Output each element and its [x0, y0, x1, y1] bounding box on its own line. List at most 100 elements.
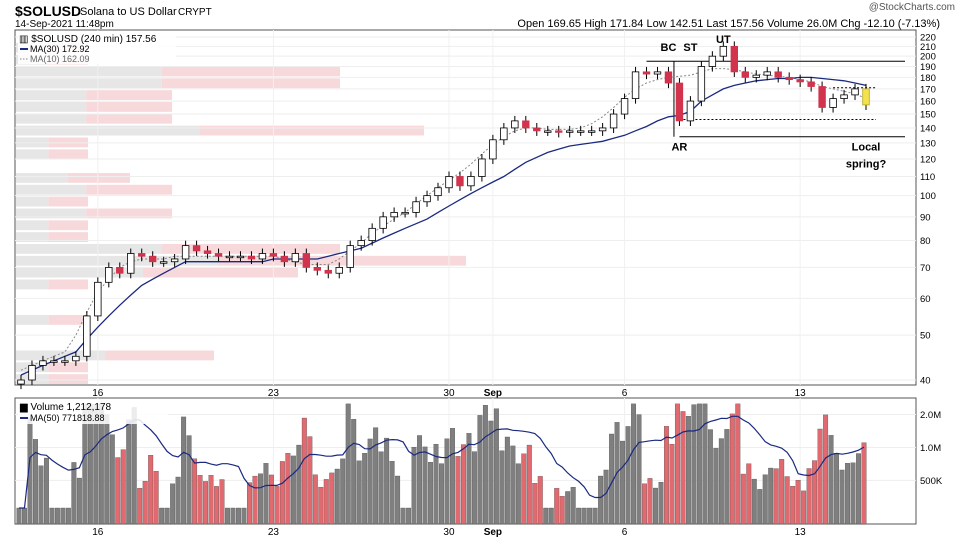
datetime: 14-Sep-2021 11:48pm: [15, 19, 114, 30]
volume-bar: [779, 459, 785, 525]
price-tick-label: 220: [920, 33, 936, 44]
vbp-bar: [16, 315, 49, 325]
candle-body: [236, 255, 245, 259]
volume-bar: [142, 480, 148, 525]
volume-bar: [22, 507, 27, 525]
candle-body: [28, 365, 36, 381]
volume-bar: [268, 474, 274, 525]
volume-bar: [471, 451, 477, 525]
candle-body: [544, 130, 552, 133]
vbp-bar: [105, 350, 214, 361]
candle-body: [72, 355, 80, 362]
volume-bar: [307, 436, 313, 525]
candle-body: [269, 253, 278, 257]
candle-body: [335, 267, 343, 274]
volume-bar: [197, 475, 203, 525]
candle-body: [181, 245, 190, 260]
volume-bar: [466, 433, 472, 525]
candle-body: [39, 360, 47, 366]
volume-bar: [653, 487, 658, 525]
ma10-line: [20, 68, 867, 371]
volume-bar: [713, 448, 719, 525]
volume-bar: [109, 434, 115, 525]
candle-body: [686, 100, 695, 122]
vbp-bar: [86, 184, 172, 195]
volume-bar: [225, 507, 230, 525]
price-tick-label: 210: [920, 42, 936, 53]
volume-bar: [631, 403, 636, 525]
candle-body: [94, 281, 102, 317]
candle-body: [631, 71, 640, 99]
volume-bar: [817, 428, 823, 525]
vbp-bar: [16, 255, 219, 266]
volume-bar: [510, 445, 516, 525]
volume-bar: [537, 476, 543, 525]
legend-ma10: MA(10) 162.09: [30, 54, 90, 64]
candle-body: [324, 269, 332, 274]
vbp-bar: [16, 350, 106, 361]
watermark: @StockCharts.com: [869, 2, 955, 13]
volume-bar: [674, 403, 680, 525]
volume-bar: [636, 414, 642, 525]
volume-bar: [33, 439, 38, 525]
ma30-line: [20, 76, 867, 376]
candle-body: [609, 113, 618, 129]
vbp-bar: [86, 113, 172, 124]
volume-axis: 500K 1.0M 2.0M: [920, 410, 943, 487]
candle-body: [467, 176, 475, 187]
volume-bar: [76, 477, 82, 525]
volume-bar: [669, 443, 675, 525]
volume-bar: [735, 403, 741, 525]
volume-bar: [104, 414, 110, 525]
date-tick-label: 6: [622, 388, 628, 399]
price-tick-label: 130: [920, 138, 936, 149]
candle-body: [752, 74, 760, 78]
volume-bar: [164, 507, 170, 525]
vbp-bar: [48, 196, 88, 207]
candle-body: [840, 94, 848, 99]
volume-bar: [263, 463, 269, 525]
volume-bar: [834, 453, 840, 525]
price-tick-label: 190: [920, 62, 936, 73]
volume-bar: [301, 417, 307, 525]
volume-bar: [587, 507, 593, 525]
volume-bar: [175, 476, 181, 525]
volume-bar: [71, 462, 77, 525]
date-tick-label: 13: [795, 388, 807, 399]
candle-body: [719, 45, 728, 57]
candle-body: [664, 71, 673, 84]
candle-body: [192, 245, 201, 252]
date-tick-label: 23: [268, 527, 280, 538]
date-tick-label: Sep: [484, 527, 502, 538]
volume-bar: [751, 478, 757, 525]
date-axis: 16 16 23 23 30 30 Sep Sep 6 6 13 13: [92, 388, 806, 538]
volume-bar: [526, 444, 532, 525]
vbp-bar: [86, 102, 172, 112]
volume-bar: [845, 463, 850, 525]
volume-bar: [373, 427, 379, 525]
volume-bar: [208, 475, 214, 525]
date-tick-label: 16: [92, 388, 104, 399]
candle-body: [708, 55, 717, 67]
volume-bar: [784, 476, 790, 525]
volume-bar: [680, 411, 686, 525]
volume-bar: [740, 473, 746, 525]
volume-bar: [417, 435, 423, 525]
volume-bar: [400, 507, 406, 525]
volume-bar: [115, 457, 121, 525]
candle-body: [555, 130, 563, 133]
volume-bar: [334, 468, 340, 525]
volume-bar: [406, 507, 412, 525]
date-tick-label: 30: [443, 527, 455, 538]
volume-bar: [581, 507, 587, 525]
candle-body: [730, 45, 739, 73]
annotation-label: spring?: [846, 159, 887, 171]
vbp-bar: [16, 102, 87, 112]
date-tick-label: 13: [795, 527, 807, 538]
volume-bar: [290, 455, 296, 525]
candle-body: [763, 71, 771, 76]
vbp-bar: [16, 184, 87, 195]
volume-bar: [773, 468, 779, 525]
candle-body: [533, 127, 541, 132]
